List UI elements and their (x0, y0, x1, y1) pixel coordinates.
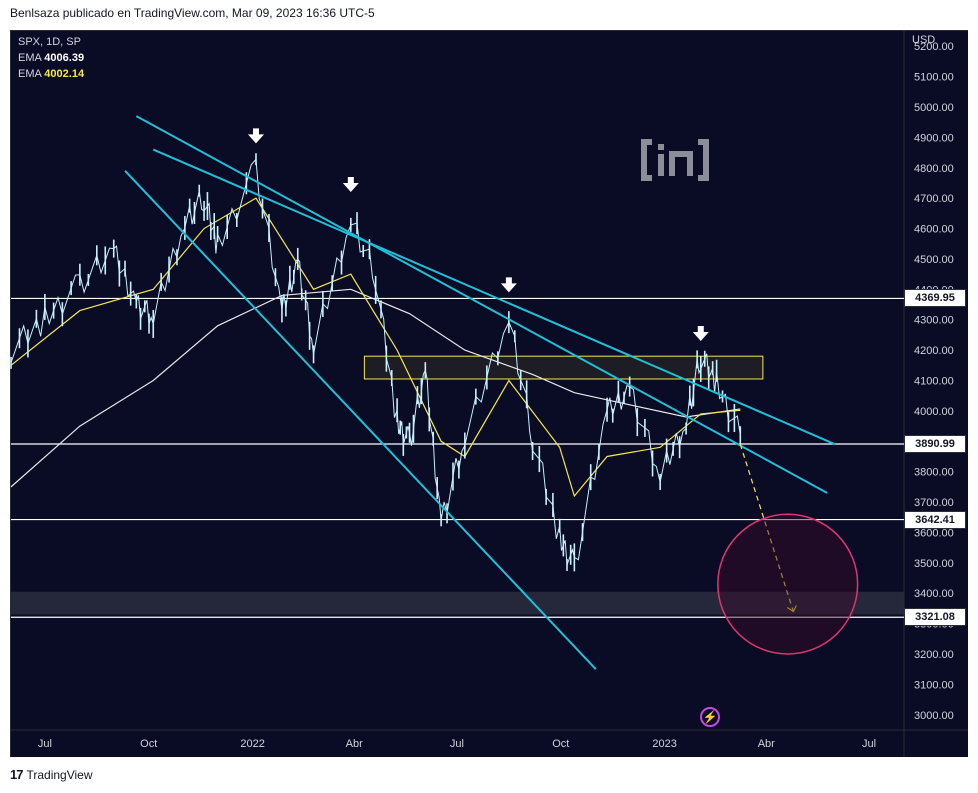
ema-slow-row: EMA 4002.14 (18, 68, 85, 80)
currency-label: USD (912, 34, 936, 46)
projection-arrowhead (787, 605, 797, 613)
symbol-label: SPX, 1D, SP (18, 36, 81, 48)
price-tick-label: 4600.00 (914, 224, 954, 236)
down-arrow-icon (247, 128, 264, 144)
price-level-tag: 3890.99 (904, 435, 966, 454)
price-tick-label: 4300.00 (914, 315, 954, 327)
chart-legend: SPX, 1D, SP EMA 4006.39 EMA 4002.14 (18, 34, 84, 82)
ema-fast-row: EMA 4006.39 (18, 52, 85, 64)
ema-fast-value: 4006.39 (44, 52, 85, 64)
target-circle (717, 513, 859, 655)
tradingview-footer[interactable]: 17 TradingView (10, 767, 93, 782)
price-tick-label: 3000.00 (914, 710, 954, 722)
time-tick-label: 2022 (240, 738, 264, 750)
price-line (10, 158, 741, 566)
ema-slow-line (10, 288, 741, 488)
time-tick-label: Jul (862, 738, 876, 750)
time-tick-label: 2023 (652, 738, 676, 750)
ema-slow-value: 4002.14 (44, 68, 85, 80)
price-tick-label: 3800.00 (914, 467, 954, 479)
price-level-tag: 3321.08 (904, 608, 966, 627)
time-tick-label: Abr (346, 738, 363, 750)
price-level-tag: 4369.95 (904, 289, 966, 308)
price-tick-label: 5000.00 (914, 102, 954, 114)
price-tick-label: 5100.00 (914, 72, 954, 84)
price-tick-label: 4500.00 (914, 254, 954, 266)
price-tick-label: 3400.00 (914, 588, 954, 600)
time-tick-label: Jul (38, 738, 52, 750)
price-tick-label: 3100.00 (914, 679, 954, 691)
publish-caption: Benlsaza publicado en TradingView.com, M… (10, 6, 375, 20)
price-tick-label: 4200.00 (914, 345, 954, 357)
price-tick-label: 4800.00 (914, 163, 954, 175)
price-tick-label: 3200.00 (914, 649, 954, 661)
down-arrow-icon (500, 277, 517, 293)
price-level-tag: 3642.41 (904, 510, 966, 529)
price-tick-label: 3600.00 (914, 527, 954, 539)
down-arrow-icon (692, 325, 709, 341)
down-arrow-icon (342, 177, 359, 193)
price-tick-label: 4700.00 (914, 193, 954, 205)
time-tick-label: Jul (450, 738, 464, 750)
time-axis-background (11, 730, 968, 757)
projection-line (739, 444, 794, 612)
price-tick-label: 5200.00 (914, 41, 954, 53)
support-zone (11, 591, 904, 615)
tradingview-logo-icon: 17 (10, 767, 24, 782)
price-tick-label: 3500.00 (914, 558, 954, 570)
time-tick-label: Oct (140, 738, 157, 750)
ema-fast-line (10, 197, 741, 498)
footer-label: TradingView (26, 767, 93, 782)
time-tick-label: Oct (552, 738, 569, 750)
beincrypto-logo-icon (641, 139, 709, 181)
time-tick-label: Abr (758, 738, 775, 750)
resistance-zone (363, 355, 764, 380)
channel-trendline (135, 115, 828, 494)
price-tick-label: 3700.00 (914, 497, 954, 509)
channel-trendline (152, 148, 836, 446)
price-tick-label: 4000.00 (914, 406, 954, 418)
channel-trendline (124, 170, 597, 670)
price-tick-label: 4900.00 (914, 132, 954, 144)
lightning-icon[interactable]: ⚡ (700, 707, 720, 727)
price-tick-label: 4100.00 (914, 376, 954, 388)
